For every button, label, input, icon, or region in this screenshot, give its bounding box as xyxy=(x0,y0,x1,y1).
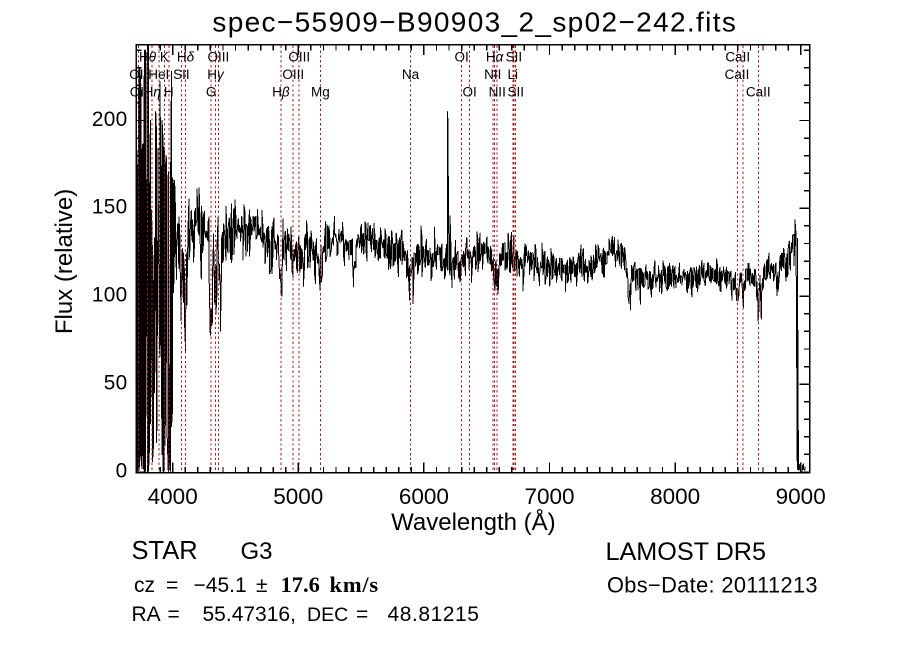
svg-text:OIII: OIII xyxy=(208,50,230,65)
svg-text:DEC: DEC xyxy=(307,604,348,626)
svg-text:OII: OII xyxy=(129,67,147,82)
svg-text:9000: 9000 xyxy=(776,484,826,509)
svg-text:NII: NII xyxy=(489,85,506,100)
svg-text:5000: 5000 xyxy=(273,484,323,509)
svg-text:cz: cz xyxy=(134,574,155,597)
svg-text:48.81215: 48.81215 xyxy=(388,603,480,626)
svg-text:km/s: km/s xyxy=(330,572,379,597)
svg-text:−45.1: −45.1 xyxy=(194,574,247,597)
svg-text:Hβ: Hβ xyxy=(272,85,290,100)
svg-text:Hδ: Hδ xyxy=(177,50,195,65)
svg-text:100: 100 xyxy=(92,284,128,307)
svg-text:CaII: CaII xyxy=(725,50,750,65)
svg-text:spec−55909−B90903_2_sp02−242.f: spec−55909−B90903_2_sp02−242.fits xyxy=(212,7,737,38)
svg-text:Li: Li xyxy=(508,67,519,82)
svg-text:Wavelength (Å): Wavelength (Å) xyxy=(391,508,556,536)
svg-text:OI: OI xyxy=(462,85,476,100)
svg-text:55.47316,: 55.47316, xyxy=(203,603,296,626)
svg-text:Hη: Hη xyxy=(144,85,161,100)
svg-text:150: 150 xyxy=(92,196,128,219)
svg-text:=: = xyxy=(168,603,180,626)
svg-text:OII: OII xyxy=(130,85,148,100)
svg-text:G: G xyxy=(206,85,217,100)
svg-text:0: 0 xyxy=(116,459,128,482)
svg-text:H: H xyxy=(164,85,174,100)
svg-text:Obs−Date: 20111213: Obs−Date: 20111213 xyxy=(607,572,818,597)
svg-text:SII: SII xyxy=(173,67,190,82)
svg-text:G3: G3 xyxy=(241,538,273,565)
svg-text:RA: RA xyxy=(132,603,161,626)
svg-text:OIII: OIII xyxy=(288,50,310,65)
svg-text:Na: Na xyxy=(402,67,420,82)
svg-text:K: K xyxy=(160,50,169,65)
svg-text:Hθ: Hθ xyxy=(139,50,157,65)
svg-text:OI: OI xyxy=(454,50,468,65)
svg-text:50: 50 xyxy=(104,371,128,394)
svg-text:OIII: OIII xyxy=(282,67,304,82)
svg-text:8000: 8000 xyxy=(650,484,700,509)
svg-text:=: = xyxy=(356,603,368,626)
svg-text:7000: 7000 xyxy=(524,484,574,509)
svg-text:Flux (relative): Flux (relative) xyxy=(51,189,78,334)
svg-text:=: = xyxy=(166,574,178,597)
svg-text:STAR: STAR xyxy=(132,537,198,565)
svg-text:CaII: CaII xyxy=(746,85,771,100)
svg-text:SII: SII xyxy=(507,85,524,100)
svg-text:SII: SII xyxy=(506,50,523,65)
svg-text:Hα: Hα xyxy=(486,50,505,65)
svg-text:±: ± xyxy=(256,574,268,597)
svg-text:HeI: HeI xyxy=(148,67,169,82)
svg-text:6000: 6000 xyxy=(399,484,449,509)
svg-text:4000: 4000 xyxy=(148,484,198,509)
svg-text:LAMOST DR5: LAMOST DR5 xyxy=(606,538,767,566)
svg-text:200: 200 xyxy=(92,108,128,131)
svg-text:Hγ: Hγ xyxy=(207,67,225,82)
svg-text:Mg: Mg xyxy=(311,85,330,100)
svg-text:CaII: CaII xyxy=(725,67,750,82)
svg-text:17.6: 17.6 xyxy=(281,572,320,597)
svg-text:NII: NII xyxy=(484,67,501,82)
